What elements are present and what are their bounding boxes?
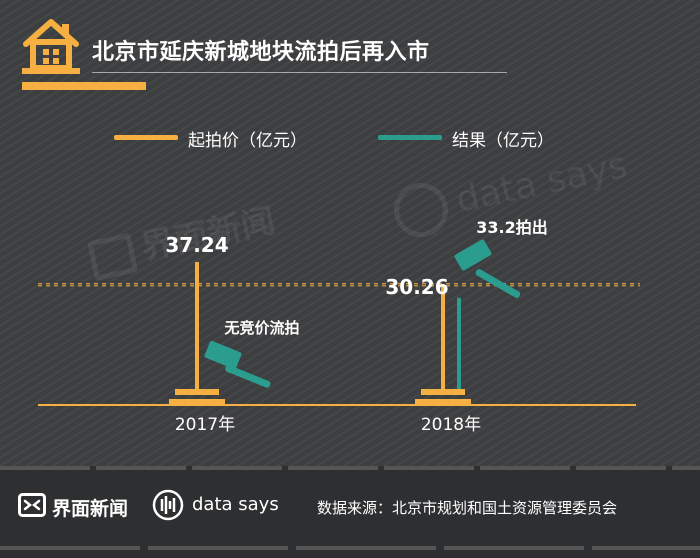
bar-pedestal	[169, 399, 225, 405]
title-accent-bar	[22, 82, 146, 90]
x-tick-label: 2018年	[421, 415, 481, 435]
legend-label-result: 结果（亿元）	[452, 131, 554, 151]
chart-title: 北京市延庆新城地块流拍后再入市	[92, 40, 430, 65]
footer-brand-jiemian: 界面新闻	[52, 498, 129, 520]
legend-swatch-result	[378, 135, 442, 140]
gavel-icon	[454, 239, 521, 298]
data-label: 30.26	[385, 275, 448, 299]
data-says-logo-icon	[152, 489, 184, 521]
legend-swatch-start-price	[114, 135, 178, 140]
chart-area: 37.24 30.26 无竞价流拍 33.2拍出 2017年 2018年	[38, 218, 640, 435]
bar-pedestal	[415, 399, 471, 405]
jiemian-logo-icon	[18, 493, 46, 517]
x-tick-label: 2017年	[175, 415, 235, 435]
bar-pedestal	[421, 389, 465, 395]
footer-divider-top	[0, 466, 700, 470]
house-icon	[22, 19, 80, 74]
bar-pedestal	[175, 389, 219, 395]
title-underline	[92, 72, 507, 73]
bar-start-price	[441, 285, 445, 389]
footer-brand-data-says: data says	[192, 494, 279, 515]
data-source: 数据来源：北京市规划和国土资源管理委员会	[317, 499, 618, 517]
gavel-icon	[204, 340, 271, 388]
bar-result	[457, 297, 461, 389]
bar-start-price	[195, 262, 199, 389]
footer-divider-bottom	[0, 546, 700, 550]
data-label: 37.24	[165, 233, 228, 257]
annotation-no-bid: 无竞价流拍	[223, 319, 299, 337]
legend-label-start-price: 起拍价（亿元）	[188, 131, 307, 151]
annotation-sold: 33.2拍出	[476, 218, 547, 237]
footer	[0, 466, 700, 558]
